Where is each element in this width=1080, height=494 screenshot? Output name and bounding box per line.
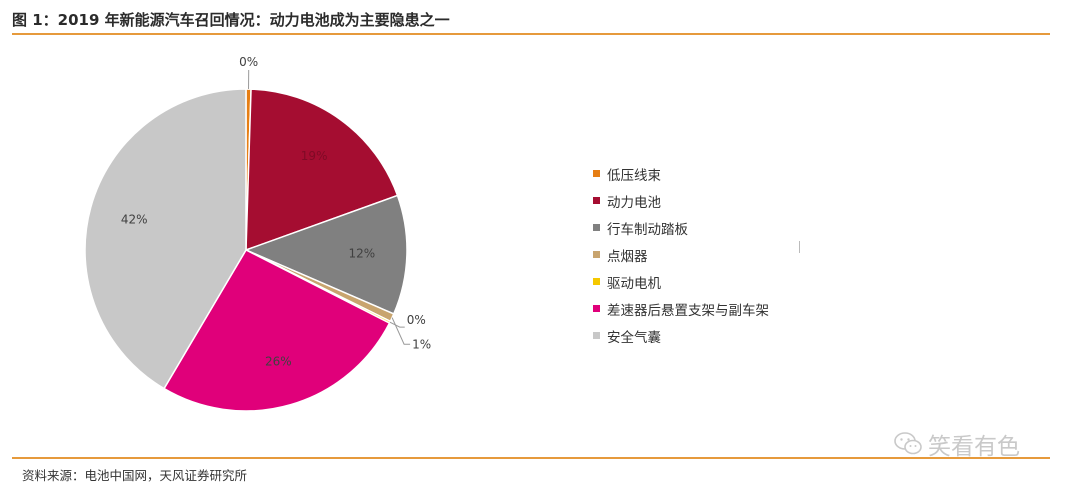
footer-divider [12,457,1050,459]
pie-slice-6 [163,249,391,412]
legend-swatch [593,224,600,231]
figure-title: 图 1：2019 年新能源汽车召回情况：动力电池成为主要隐患之一 [12,11,450,29]
slice-data-label-4: 1% [412,337,431,351]
legend-swatch [593,305,600,312]
legend-swatch [593,332,600,339]
legend-swatch [593,278,600,285]
legend-label: 差速器后悬置支架与副车架 [607,302,769,319]
legend-item-4: 点烟器 [593,241,769,268]
legend-item-2: 动力电池 [593,187,769,214]
leader-line-4 [391,317,411,345]
legend-swatch [593,251,600,258]
slice-data-label-3: 12% [349,247,376,261]
watermark-text: 笑看有色 [928,434,1020,460]
wechat-icon [894,432,922,455]
slice-data-label-6: 26% [265,354,292,368]
slice-data-label-2: 19% [301,149,328,163]
divider-tick [799,241,800,253]
slice-data-label-5: 0% [407,313,426,327]
source-note: 资料来源：电池中国网，天风证券研究所 [22,468,248,483]
legend-swatch [593,197,600,204]
chart-legend: 低压线束动力电池行车制动踏板 点烟器驱动电机差速器后悬置支架与副车架 安全气囊 [593,160,769,349]
legend-swatch [593,170,600,177]
legend-item-1: 低压线束 [593,160,769,187]
legend-label: 动力电池 [607,194,661,211]
legend-item-5: 驱动电机 [593,268,769,295]
leader-line-5 [389,321,405,328]
legend-item-7: 安全气囊 [593,322,769,349]
pie-slice-7 [84,88,247,390]
slice-data-label-7: 42% [121,212,148,226]
legend-label: 低压线束 [607,167,661,184]
title-divider [12,33,1050,35]
legend-item-3: 行车制动踏板 [593,214,769,241]
pie-slice-2 [245,88,399,252]
watermark: 笑看有色 [893,427,1020,461]
legend-item-6: 差速器后悬置支架与副车架 [593,295,769,322]
pie-slice-3 [243,194,408,315]
legend-label: 行车制动踏板 [607,221,688,238]
legend-label: 驱动电机 [607,275,661,292]
pie-chart: 0% 19% 12% 1% 0% 26% 42% [84,55,431,412]
legend-label: 安全气囊 [607,329,661,346]
legend-label: 点烟器 [607,248,648,265]
slice-data-label-1: 0% [239,55,258,69]
